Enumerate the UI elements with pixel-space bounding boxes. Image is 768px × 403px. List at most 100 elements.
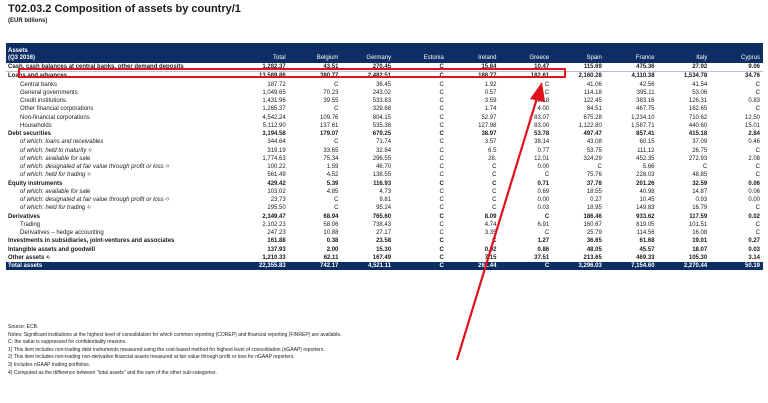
row-label-text: Cash, cash balances at central banks, ot… — [8, 64, 184, 70]
row-label: of which: held to maturity 1) — [6, 147, 236, 155]
row-label-text: Non-financial corporations — [20, 114, 90, 121]
cell-ireland: 8.09 — [484, 213, 497, 220]
cell-ireland: 6.5 — [488, 147, 497, 154]
cell-estonia: C — [439, 180, 444, 187]
cell-italy: 16.79 — [692, 205, 708, 212]
cell-italy: 48.85 — [692, 172, 708, 179]
cell-spain: 186.46 — [583, 213, 602, 220]
cell-estonia: C — [439, 164, 444, 170]
cell-italy: 0.93 — [695, 197, 708, 203]
cell-ireland: C — [492, 238, 497, 245]
cell-germany: 36.45 — [376, 81, 392, 88]
cell-greece: 37.51 — [534, 254, 550, 261]
cell-belgium: 2.00 — [326, 246, 339, 253]
cell-estonia: C — [439, 81, 444, 88]
cell-italy: 415.18 — [688, 131, 708, 137]
cell-france: 857.41 — [636, 131, 655, 137]
cell-ireland: C — [492, 164, 497, 170]
cell-total: 1,210.33 — [262, 254, 286, 261]
cell-italy: 18.07 — [692, 246, 708, 253]
cell-total: 344.64 — [267, 139, 286, 146]
cell-ireland: 4.74 — [484, 221, 497, 228]
cell-cyprus: 12.50 — [744, 114, 760, 121]
cell-belgium: 39.55 — [323, 98, 339, 104]
table-row: of which: designated at fair value throu… — [6, 196, 763, 204]
cell-spain: 115.69 — [552, 63, 605, 73]
cell-france: 111.12 — [637, 147, 655, 154]
cell-total: 2,102.23 — [262, 221, 286, 228]
cell-belgium: C — [334, 139, 339, 146]
cell-germany: 4,521.11 — [341, 262, 395, 271]
cell-spain: 84.51 — [586, 106, 602, 113]
cell-greece: 5.18 — [537, 98, 550, 104]
cell-germany: 738.43 — [372, 221, 392, 228]
row-label-text: Equity instruments — [8, 180, 63, 187]
footnote: Source: ECB. — [8, 324, 39, 330]
table-row: of which: held for trading 3) 295.50 C 95.2… — [6, 204, 763, 212]
table-row: of which: available for sale 103.02 4.85 4.… — [6, 188, 763, 196]
row-label-text: Credit institutions — [20, 98, 67, 104]
cell-ireland: C — [492, 205, 497, 212]
table-row: Non-financial corporations 4,542.24 109.76… — [6, 114, 763, 122]
cell-greece: 0.00 — [537, 164, 550, 170]
cell-ireland: 1.74 — [484, 106, 497, 113]
table-row: Trading 2,102.23 58.06 738.43 C 4.74 6.91 160.6… — [6, 221, 763, 229]
cell-germany: 167.49 — [372, 254, 392, 261]
cell-italy: 1,534.78 — [683, 73, 708, 80]
row-label-text: of which: designated at fair value throu… — [20, 164, 164, 170]
cell-france: 40.98 — [639, 188, 655, 195]
footnote: 1) This item includes non-trading debt i… — [8, 346, 325, 353]
cell-italy: 440.60 — [688, 122, 708, 129]
row-label: Other financial corporations — [6, 105, 236, 113]
cell-estonia: C — [439, 172, 444, 179]
cell-spain: 41.06 — [586, 81, 602, 88]
cell-belgium: 4.85 — [326, 188, 339, 195]
cell-total: 4,542.24 — [262, 114, 286, 121]
table-row: of which: available for sale 1,774.63 75.3… — [6, 155, 763, 163]
header-label-line1: Assets — [8, 48, 28, 54]
row-label-text: of which: designated at fair value throu… — [20, 197, 164, 203]
cell-belgium: 4.52 — [326, 172, 339, 179]
cell-belgium: C — [334, 197, 339, 203]
cell-france: 933.62 — [636, 213, 655, 220]
header-label-line2: (Q3 2016) — [8, 55, 36, 61]
cell-germany: 535.38 — [372, 122, 392, 129]
cell-ireland: C — [492, 172, 497, 179]
cell-estonia: C — [439, 188, 444, 195]
cell-cyprus: C — [755, 147, 760, 154]
col-header: Ireland — [446, 43, 500, 63]
cell-germany: 32.84 — [376, 147, 392, 154]
row-label: of which: loans and receivables — [6, 138, 236, 146]
cell-ireland: 3.35 — [484, 230, 497, 236]
cell-germany: 27.17 — [376, 230, 392, 236]
cell-total: 3,194.58 — [262, 131, 286, 137]
cell-greece: 182.61 — [530, 73, 550, 80]
row-label-text: Derivatives – hedge accounting — [20, 230, 104, 236]
footnote-ref: 2) — [165, 163, 169, 168]
row-label-text: General governments — [20, 89, 78, 96]
cell-italy: 14.87 — [692, 188, 708, 195]
cell-ireland: 28. — [488, 155, 497, 162]
cell-france: 228.03 — [636, 172, 655, 179]
row-label-text: Intangible assets and goodwill — [8, 246, 96, 253]
cell-total: 1,431.96 — [262, 98, 286, 104]
cell-estonia: C — [439, 221, 444, 228]
cell-estonia: C — [439, 73, 444, 80]
cell-estonia: C — [439, 106, 444, 113]
footnote-ref: 3) — [87, 171, 91, 177]
cell-belgium: 137.61 — [320, 122, 339, 129]
cell-france: 61.68 — [639, 238, 655, 245]
cell-spain: 160.67 — [583, 221, 602, 228]
row-label: Investments in subsidiaries, joint-ventu… — [6, 237, 236, 245]
table-row: Other financial corporations 1,265.37 C 329… — [6, 105, 763, 113]
cell-italy: 32.59 — [692, 180, 708, 187]
row-label-text: of which: available for sale — [20, 155, 91, 162]
cell-belgium: 33.65 — [323, 147, 339, 154]
cell-italy: 37.09 — [692, 139, 708, 146]
cell-belgium: 70.23 — [323, 89, 339, 96]
cell-germany: 4.73 — [379, 188, 392, 195]
cell-france: 4,110.38 — [631, 73, 655, 80]
cell-ireland: 261.44 — [446, 262, 500, 271]
cell-total: 1,265.37 — [262, 106, 286, 113]
cell-greece: 1.27 — [537, 238, 550, 245]
